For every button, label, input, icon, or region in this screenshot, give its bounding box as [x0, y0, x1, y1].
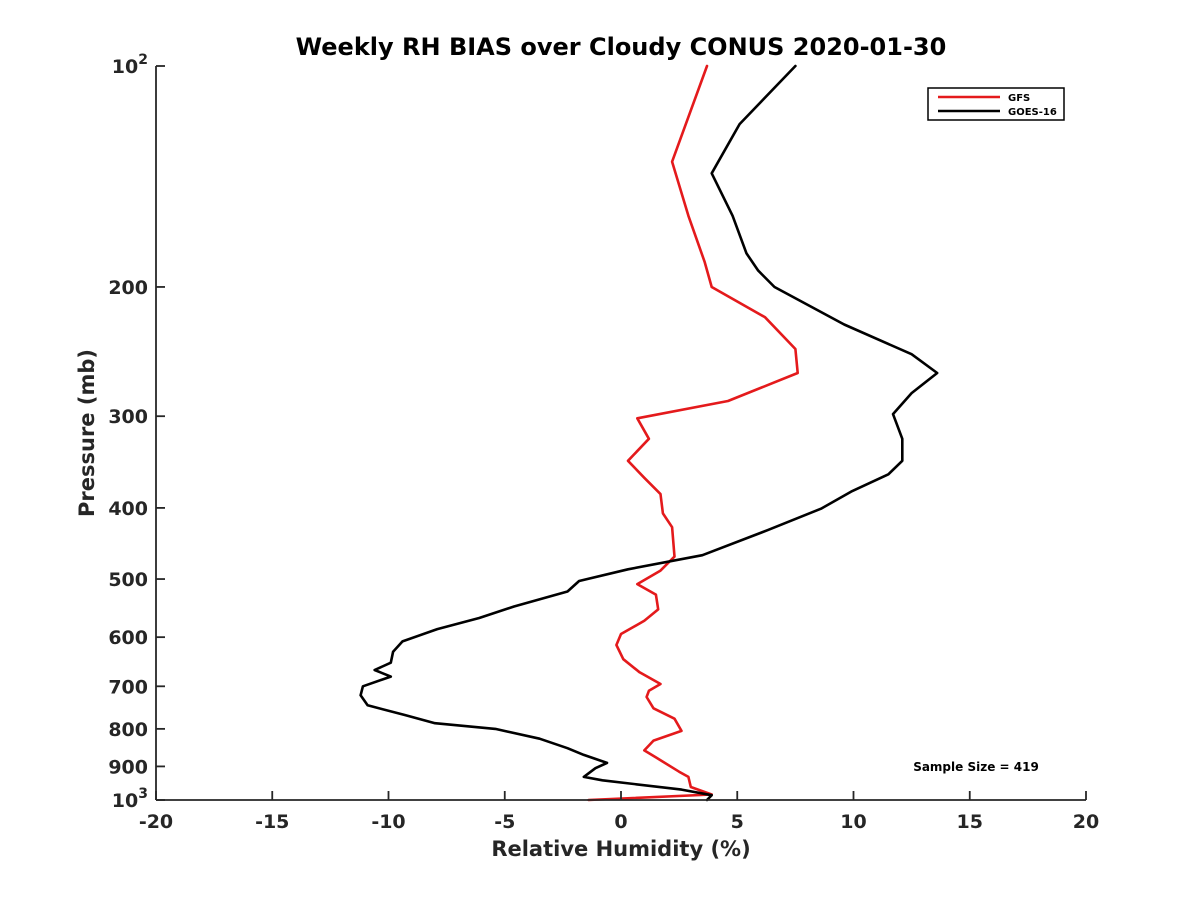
x-tick-label: 20: [1073, 811, 1099, 833]
x-axis-label: Relative Humidity (%): [491, 837, 750, 861]
x-tick-label: -5: [494, 811, 515, 833]
x-tick-label: -20: [139, 811, 173, 833]
legend: GFS GOES-16: [927, 87, 1065, 121]
y-axis-label: Pressure (mb): [75, 349, 99, 517]
y-tick-label: 900: [108, 756, 148, 778]
x-tick-label: 15: [957, 811, 983, 833]
y-tick-label: 103: [112, 786, 148, 812]
y-tick-label: 600: [108, 627, 148, 649]
series-line-gfs: [587, 64, 799, 802]
legend-box: [927, 87, 1065, 121]
legend-label-goes-16: GOES-16: [1008, 107, 1057, 118]
y-tick-label: 800: [108, 719, 148, 741]
chart-title: Weekly RH BIAS over Cloudy CONUS 2020-01…: [296, 33, 947, 61]
axes-layer: -20 -15 -10 -5 0 5 10 15 20 102 200 300 400 500 600 700…: [108, 52, 1099, 833]
x-tick-label: -15: [255, 811, 289, 833]
y-tick-label: 400: [108, 498, 148, 520]
x-tick-label: 10: [840, 811, 866, 833]
y-tick-label: 700: [108, 676, 148, 698]
series-line-goes-16: [359, 64, 939, 802]
y-tick-label: 300: [108, 406, 148, 428]
y-tick-label: 200: [108, 277, 148, 299]
x-tick-label: 5: [731, 811, 744, 833]
sample-size-annotation: Sample Size = 419: [913, 760, 1039, 774]
y-tick-label: 500: [108, 569, 148, 591]
legend-label-gfs: GFS: [1008, 93, 1030, 104]
x-tick-label: -10: [371, 811, 405, 833]
series-layer: [359, 64, 939, 802]
y-tick-label: 102: [112, 52, 148, 78]
x-tick-label: 0: [614, 811, 627, 833]
